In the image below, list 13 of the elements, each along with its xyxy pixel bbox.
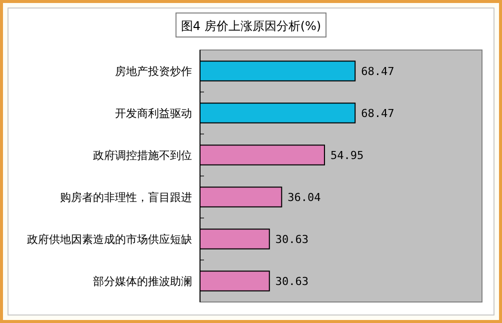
y-tick-label: 政府调控措施不到位 xyxy=(93,149,192,162)
y-tick-label: 房地产投资炒作 xyxy=(115,65,192,78)
chart-title: 图4 房价上涨原因分析(%) xyxy=(180,19,322,33)
data-label: 54.95 xyxy=(330,149,364,162)
y-tick-label: 部分媒体的推波助澜 xyxy=(93,275,192,288)
data-label: 30.63 xyxy=(275,233,309,246)
data-label: 68.47 xyxy=(361,107,394,120)
y-tick-label: 购房者的非理性，盲目跟进 xyxy=(60,191,192,204)
data-label: 36.04 xyxy=(288,191,322,204)
data-label: 68.47 xyxy=(361,65,394,78)
data-label: 30.63 xyxy=(275,275,309,288)
y-tick-label: 开发商利益驱动 xyxy=(115,107,192,120)
y-tick-label: 政府供地因素造成的市场供应短缺 xyxy=(27,233,192,246)
